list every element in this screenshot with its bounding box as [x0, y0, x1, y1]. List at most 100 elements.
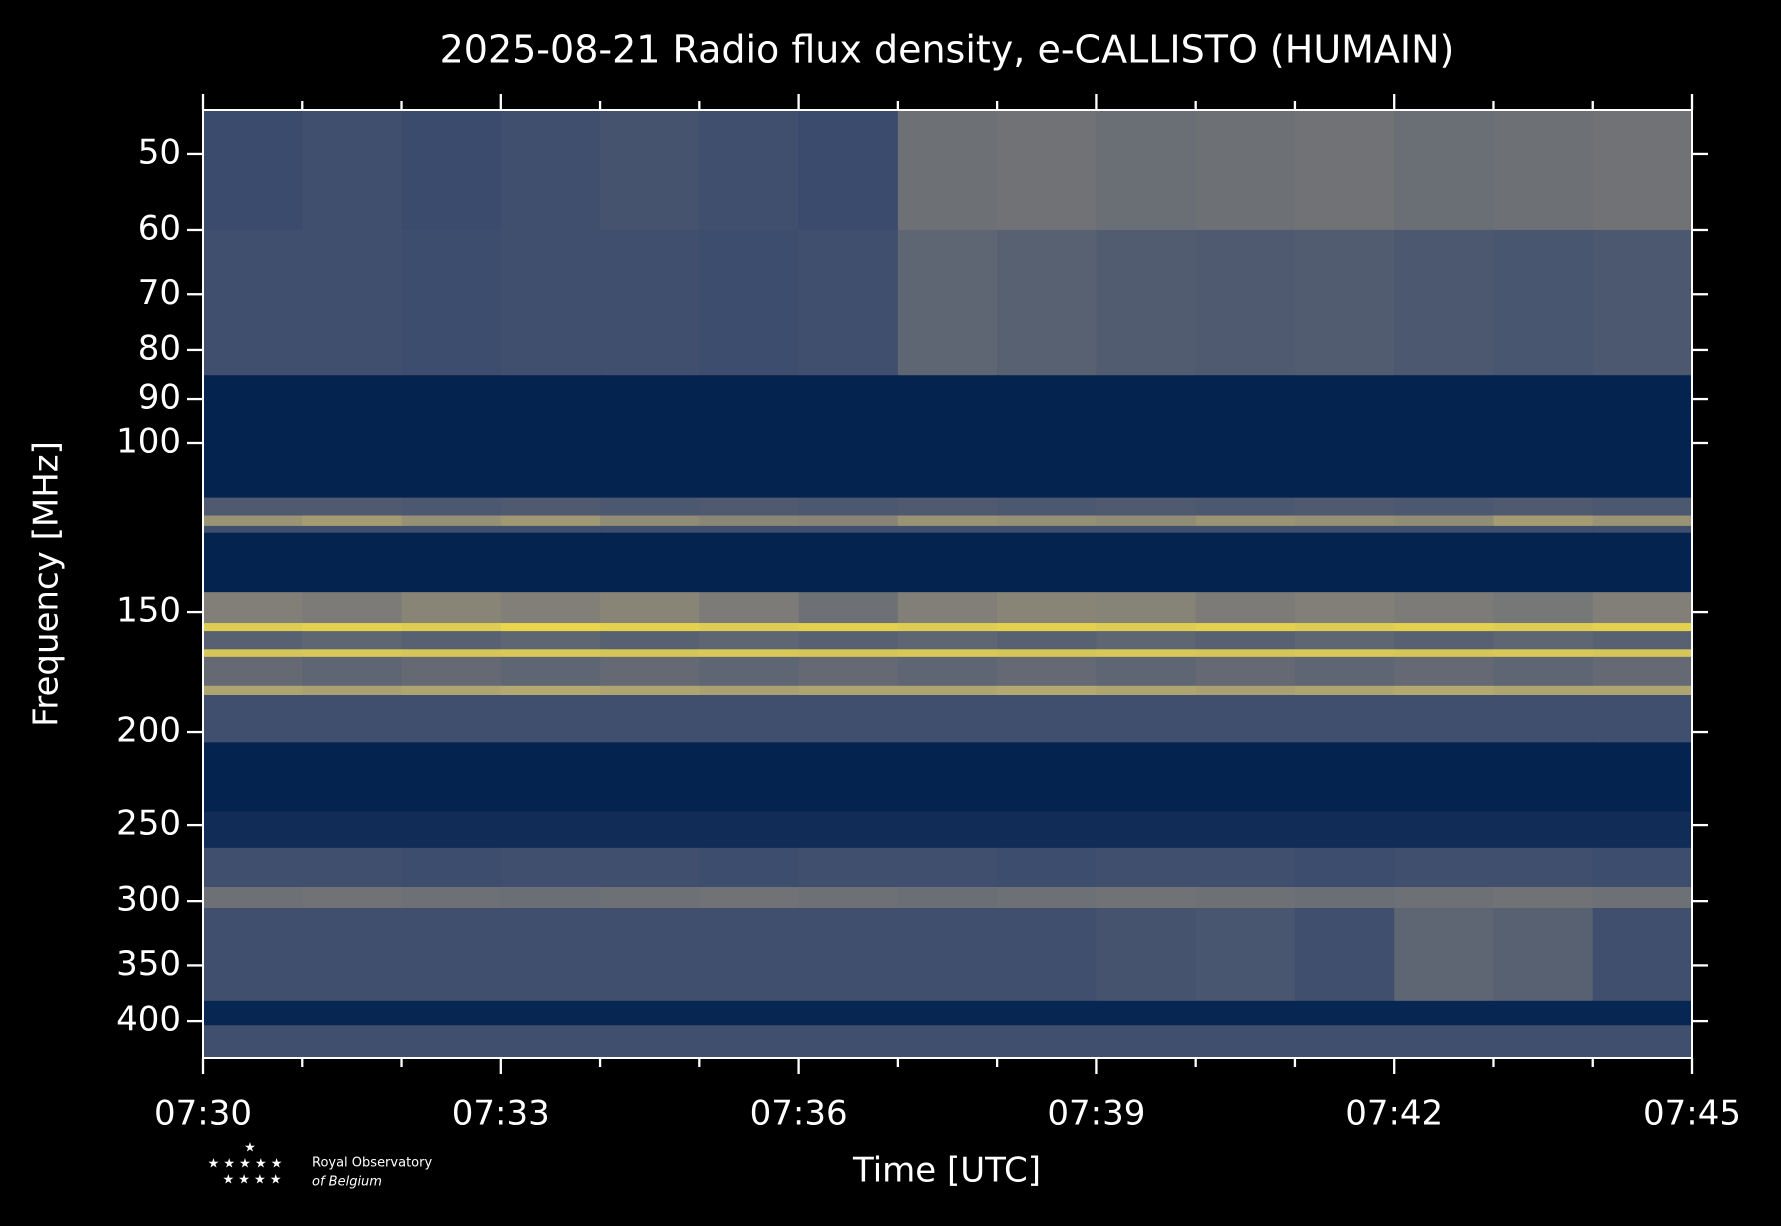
- heatmap-cell: [897, 847, 998, 888]
- heatmap-cell: [1096, 649, 1197, 658]
- plot-frame: [202, 109, 1693, 1059]
- heatmap-cell: [997, 1000, 1097, 1026]
- heatmap-cell: [798, 811, 899, 849]
- heatmap-cell: [401, 656, 502, 687]
- heatmap-cell: [897, 592, 998, 624]
- heatmap-cell: [1592, 1000, 1693, 1026]
- heatmap-cell: [500, 847, 601, 888]
- heatmap-cell: [699, 375, 800, 499]
- heatmap-cell: [1195, 1025, 1296, 1059]
- heatmap-cell: [1493, 649, 1594, 658]
- heatmap-cell: [1592, 375, 1693, 499]
- heatmap-cell: [1394, 695, 1494, 743]
- heatmap-cell: [1096, 886, 1197, 909]
- heatmap-cell: [401, 623, 502, 632]
- heatmap-cell: [1394, 375, 1494, 499]
- heatmap-cell: [1096, 908, 1197, 1002]
- heatmap-cell: [1592, 1025, 1693, 1059]
- heatmap-cell: [1394, 497, 1494, 517]
- heatmap-cell: [1096, 110, 1197, 231]
- heatmap-cell: [500, 695, 601, 743]
- heatmap-cell: [699, 649, 800, 658]
- heatmap-cell: [1493, 592, 1594, 624]
- heatmap-cell: [600, 1025, 700, 1059]
- heatmap-cell: [1195, 592, 1296, 624]
- heatmap-cell: [203, 623, 303, 632]
- logo: ★ ★ ★ ★ ★ ★ ★ ★ ★ ★ Royal Observatory of…: [208, 1141, 433, 1190]
- heatmap-cell: [302, 886, 403, 909]
- heatmap-cell: [699, 847, 800, 888]
- heatmap-cell: [600, 623, 700, 632]
- heatmap-cell: [798, 742, 899, 813]
- heatmap-cell: [302, 649, 403, 658]
- heatmap-cell: [401, 375, 502, 499]
- heatmap-cell: [1592, 886, 1693, 909]
- heatmap-cell: [997, 631, 1097, 650]
- heatmap-cell: [1493, 497, 1594, 517]
- heatmap-cell: [1493, 631, 1594, 650]
- heatmap-cell: [699, 229, 800, 376]
- heatmap-cell: [897, 515, 998, 527]
- heatmap-cell: [1394, 631, 1494, 650]
- y-tick-label: 50: [138, 132, 181, 172]
- heatmap-cell: [1195, 229, 1296, 376]
- heatmap-cell: [302, 110, 403, 231]
- heatmap-cell: [1195, 685, 1296, 696]
- heatmap-cell: [1195, 525, 1296, 534]
- heatmap-cell: [997, 847, 1097, 888]
- heatmap-cell: [500, 497, 601, 517]
- heatmap-cell: [1592, 685, 1693, 696]
- heatmap-cell: [600, 908, 700, 1002]
- heatmap-cell: [203, 847, 303, 888]
- heatmap-cell: [1493, 525, 1594, 534]
- heatmap-cell: [302, 229, 403, 376]
- heatmap-cell: [600, 695, 700, 743]
- heatmap-cell: [500, 229, 601, 376]
- y-tick-label: 90: [138, 378, 181, 418]
- heatmap-cell: [1493, 1000, 1594, 1026]
- heatmap-cell: [897, 742, 998, 813]
- heatmap-cell: [1195, 110, 1296, 231]
- heatmap-cell: [500, 1000, 601, 1026]
- heatmap-cell: [1195, 649, 1296, 658]
- y-tick-label: 150: [116, 591, 181, 631]
- heatmap-cell: [1592, 592, 1693, 624]
- heatmap-cell: [1096, 497, 1197, 517]
- heatmap-cell: [1096, 525, 1197, 534]
- heatmap-cell: [1493, 110, 1594, 231]
- heatmap-cell: [699, 656, 800, 687]
- heatmap-cell: [1394, 908, 1494, 1002]
- heatmap-cell: [500, 592, 601, 624]
- heatmap-cell: [401, 649, 502, 658]
- heatmap-cell: [798, 695, 899, 743]
- heatmap-cell: [600, 886, 700, 909]
- heatmap-cell: [897, 497, 998, 517]
- heatmap-cell: [897, 623, 998, 632]
- heatmap-cell: [699, 695, 800, 743]
- heatmap-cell: [699, 110, 800, 231]
- heatmap-cell: [203, 656, 303, 687]
- x-tick-label: 07:36: [750, 1094, 848, 1134]
- heatmap-cell: [401, 742, 502, 813]
- heatmap-cell: [1294, 656, 1395, 687]
- heatmap-cell: [600, 592, 700, 624]
- heatmap-cell: [203, 515, 303, 527]
- heatmap-cell: [401, 592, 502, 624]
- heatmap-cell: [997, 811, 1097, 849]
- heatmap-cell: [1394, 229, 1494, 376]
- heatmap-cell: [798, 847, 899, 888]
- heatmap-cell: [1096, 532, 1197, 593]
- heatmap-cell: [1394, 811, 1494, 849]
- heatmap-cell: [203, 886, 303, 909]
- y-tick-label: 400: [116, 1000, 181, 1040]
- y-tick-label: 100: [116, 421, 181, 461]
- heatmap-cell: [600, 811, 700, 849]
- heatmap-cell: [600, 1000, 700, 1026]
- heatmap-cell: [302, 656, 403, 687]
- heatmap-cell: [600, 515, 700, 527]
- heatmap-cell: [401, 525, 502, 534]
- heatmap-cell: [798, 375, 899, 499]
- y-tick-label: 200: [116, 711, 181, 751]
- heatmap-cell: [500, 908, 601, 1002]
- heatmap-cell: [1394, 525, 1494, 534]
